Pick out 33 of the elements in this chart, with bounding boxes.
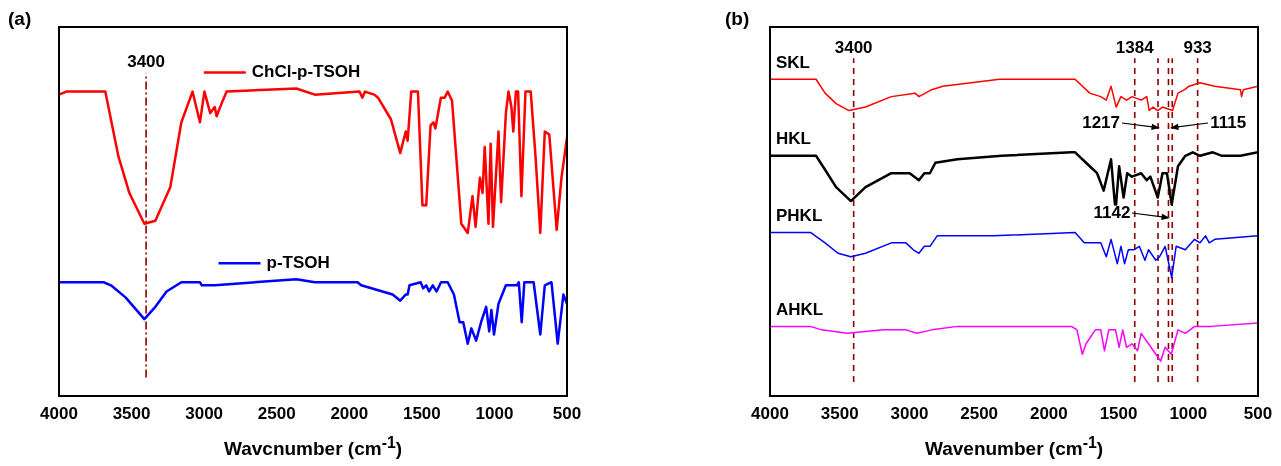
x-tick-label: 3000: [185, 403, 224, 423]
annotation: 1142: [1093, 203, 1131, 223]
x-tick-label: 2000: [1029, 403, 1068, 423]
x-tick-label: 3500: [112, 403, 151, 423]
x-tick-label: 2500: [960, 403, 999, 423]
legend-label: p-TSOH: [266, 252, 330, 272]
x-tick-label: 500: [1243, 403, 1273, 423]
chart-title: (a): [8, 8, 32, 30]
annotation: 1115: [1210, 112, 1247, 132]
chart-title: (b): [725, 8, 750, 30]
annotation: 1217: [1082, 112, 1121, 132]
legend-label: ChCl-p-TSOH: [251, 62, 361, 82]
x-tick-label: 1000: [1169, 403, 1208, 423]
x-tick-label: 1500: [1099, 403, 1138, 423]
series-label: SKL: [776, 52, 810, 72]
x-tick-label: 3500: [820, 403, 859, 423]
x-tick-label: 3000: [890, 403, 929, 423]
x-axis-title: Wavenumber (cm$^{-1}$): [923, 434, 1105, 461]
x-tick-label: 1500: [402, 403, 441, 423]
x-axis-title: Wavcnumber (cm$^{-1}$): [222, 434, 404, 461]
ref-line-label: 933: [1183, 37, 1212, 57]
series-label: PHKL: [776, 206, 823, 226]
x-tick-label: 2500: [257, 403, 296, 423]
x-tick-label: 4000: [40, 403, 78, 423]
series-label: AHKL: [776, 300, 824, 320]
x-tick-label: 4000: [751, 403, 789, 423]
series-label: HKL: [776, 129, 811, 149]
ref-line-label: 3400: [127, 52, 165, 72]
ref-line-label: 3400: [834, 37, 873, 57]
x-tick-label: 1000: [475, 403, 514, 423]
ref-line-label: 1384: [1115, 37, 1155, 57]
x-tick-label: 2000: [330, 403, 369, 423]
x-tick-label: 500: [552, 403, 582, 423]
